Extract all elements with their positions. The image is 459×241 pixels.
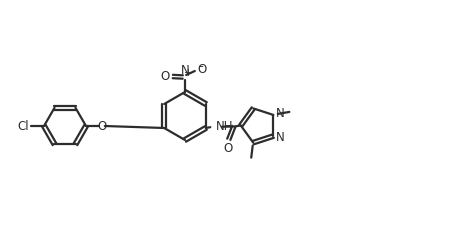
Text: N: N (180, 65, 189, 78)
Text: N: N (275, 107, 284, 120)
Text: O: O (196, 63, 206, 76)
Text: N: N (275, 131, 284, 144)
Text: O: O (160, 70, 169, 83)
Text: +: + (184, 68, 192, 79)
Text: NH: NH (215, 120, 233, 133)
Text: Cl: Cl (18, 120, 29, 133)
Text: O: O (97, 120, 106, 133)
Text: -: - (198, 60, 203, 73)
Text: O: O (223, 142, 232, 155)
